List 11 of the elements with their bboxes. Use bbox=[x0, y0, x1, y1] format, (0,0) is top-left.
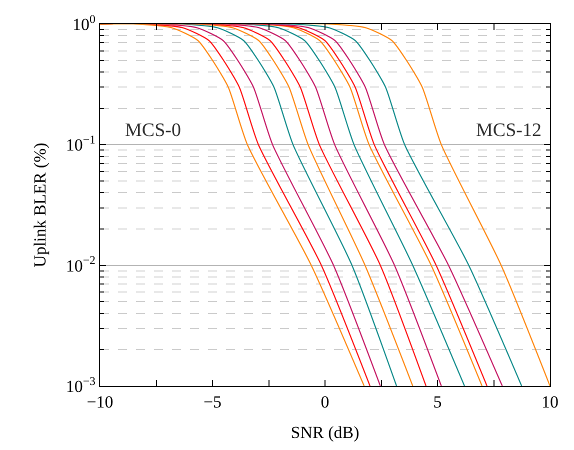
x-tick-label: 10 bbox=[542, 392, 558, 412]
x-tick-label: 0 bbox=[320, 392, 330, 412]
annotation: MCS-12 bbox=[476, 120, 542, 141]
y-tick-label: 10$^{−2}$ bbox=[66, 253, 96, 276]
y-tick-label: 10$^{−1}$ bbox=[66, 132, 96, 155]
x-tick-label: 5 bbox=[433, 392, 442, 412]
y-tick-label: 10$^{0}$ bbox=[72, 12, 96, 34]
annotation: MCS-0 bbox=[125, 120, 181, 141]
x-tick-label: −5 bbox=[203, 392, 222, 412]
x-axis-title: SNR (dB) bbox=[290, 422, 360, 442]
y-axis-title: Uplink BLER (%) bbox=[30, 142, 50, 268]
